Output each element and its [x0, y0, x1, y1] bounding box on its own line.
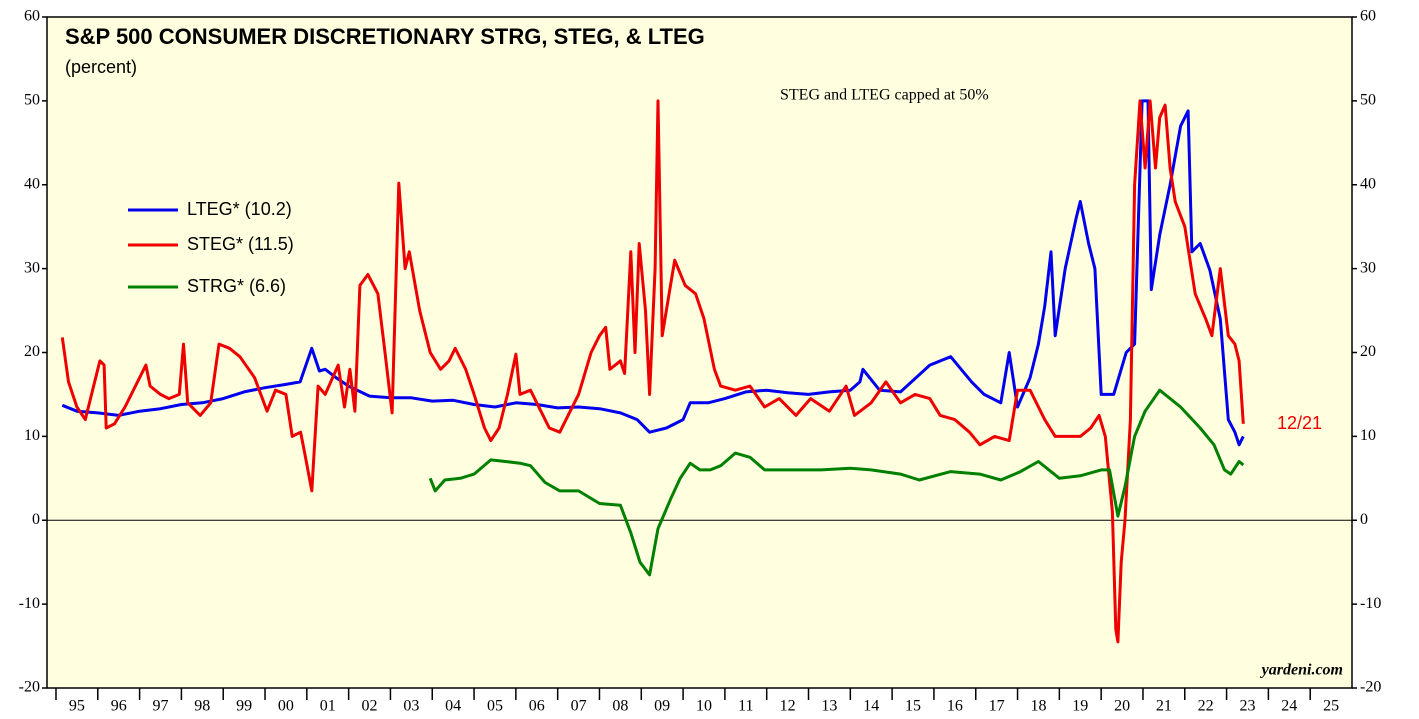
series-line — [60, 99, 1245, 644]
annotation: STEG and LTEG capped at 50% — [780, 87, 989, 104]
y2-tick-label: 10 — [1360, 427, 1376, 444]
series-line — [428, 388, 1245, 577]
legend: LTEG* (10.2) STEG* (11.5) STRG* (6.6) — [128, 199, 294, 296]
series-lines — [60, 99, 1245, 644]
y2-tick-label: 20 — [1360, 343, 1376, 360]
y2-tick-label: 0 — [1360, 511, 1368, 528]
plot-area — [47, 17, 1352, 688]
x-tick-label: 03 — [403, 698, 419, 715]
x-tick-label: 20 — [1114, 698, 1130, 715]
plot-border — [46, 16, 1353, 689]
x-tick-label: 01 — [320, 698, 336, 715]
x-tick-label: 07 — [571, 698, 587, 715]
x-tick-label: 19 — [1072, 698, 1088, 715]
y2-tick-label: 40 — [1360, 175, 1376, 192]
x-tick-label: 22 — [1198, 698, 1214, 715]
watermark: yardeni.com — [1260, 662, 1343, 679]
x-tick-label: 05 — [487, 698, 503, 715]
x-tick-label: 13 — [821, 698, 837, 715]
series-line — [61, 99, 1245, 447]
y2-tick-label: 60 — [1360, 8, 1376, 25]
x-tick-label: 96 — [111, 698, 127, 715]
x-tick-label: 99 — [236, 698, 252, 715]
x-tick-label: 14 — [863, 698, 879, 715]
x-tick-label: 02 — [362, 698, 378, 715]
x-tick-label: 97 — [153, 698, 169, 715]
x-tick-label: 18 — [1030, 698, 1046, 715]
y-tick-label: 50 — [24, 92, 40, 109]
x-tick-label: 21 — [1156, 698, 1172, 715]
y-tick-label: 40 — [24, 175, 40, 192]
x-tick-label: 15 — [905, 698, 921, 715]
x-tick-label: 04 — [445, 698, 461, 715]
x-tick-label: 17 — [989, 698, 1005, 715]
legend-label: STEG* (11.5) — [187, 234, 294, 254]
chart-title: S&P 500 CONSUMER DISCRETIONARY STRG, STE… — [65, 24, 705, 49]
y-tick-label: 0 — [32, 511, 40, 528]
y-tick-label: 60 — [24, 8, 40, 25]
x-tick-label: 00 — [278, 698, 294, 715]
x-tick-label: 25 — [1323, 698, 1339, 715]
y-tick-label: -20 — [19, 679, 40, 696]
x-tick-label: 10 — [696, 698, 712, 715]
y-tick-label: 10 — [24, 427, 40, 444]
x-tick-label: 08 — [612, 698, 628, 715]
y2-tick-label: 50 — [1360, 92, 1376, 109]
y-tick-label: -10 — [19, 595, 40, 612]
y-tick-label: 30 — [24, 259, 40, 276]
x-tick-label: 11 — [738, 698, 753, 715]
y2-tick-label: -10 — [1360, 595, 1381, 612]
x-tick-label: 16 — [947, 698, 963, 715]
legend-label: LTEG* (10.2) — [187, 199, 292, 219]
y-tick-label: 20 — [24, 343, 40, 360]
legend-label: STRG* (6.6) — [187, 276, 286, 296]
y2-tick-label: -20 — [1360, 679, 1381, 696]
x-tick-label: 06 — [529, 698, 545, 715]
x-tick-label: 98 — [194, 698, 210, 715]
x-tick-label: 09 — [654, 698, 670, 715]
x-tick-label: 12 — [780, 698, 796, 715]
chart-subtitle: (percent) — [65, 57, 137, 77]
annotation: 12/21 — [1277, 413, 1322, 433]
x-tick-label: 95 — [69, 698, 85, 715]
x-tick-label: 24 — [1281, 698, 1297, 715]
y2-tick-label: 30 — [1360, 259, 1376, 276]
x-tick-label: 23 — [1239, 698, 1255, 715]
